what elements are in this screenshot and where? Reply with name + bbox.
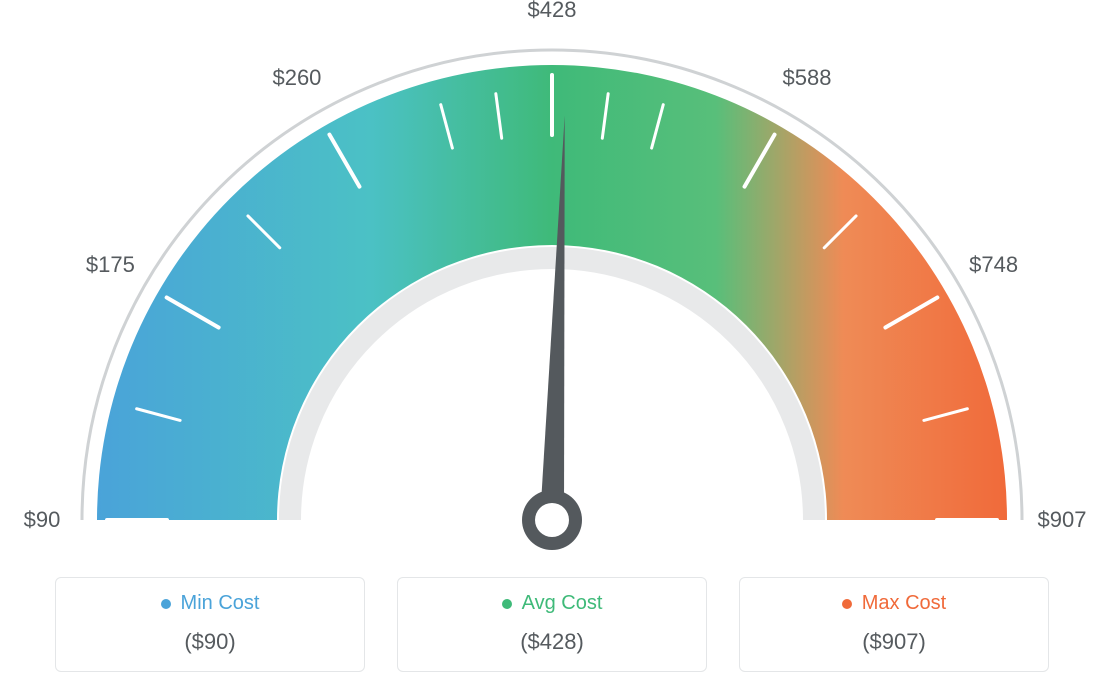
gauge-tick-label: $90 [24, 507, 61, 533]
gauge-tick-label: $907 [1038, 507, 1087, 533]
gauge-svg [0, 0, 1104, 560]
legend-value-avg: ($428) [398, 629, 706, 655]
legend-row: Min Cost ($90) Avg Cost ($428) Max Cost … [0, 577, 1104, 672]
legend-label-min: Min Cost [181, 592, 260, 615]
legend-dot-min [161, 599, 171, 609]
legend-card-min: Min Cost ($90) [55, 577, 365, 672]
legend-dot-avg [502, 599, 512, 609]
gauge-tick-label: $588 [783, 65, 832, 91]
legend-dot-max [842, 599, 852, 609]
legend-label-avg: Avg Cost [522, 592, 603, 615]
legend-card-max: Max Cost ($907) [739, 577, 1049, 672]
gauge-tick-label: $428 [528, 0, 577, 23]
legend-value-min: ($90) [56, 629, 364, 655]
legend-value-max: ($907) [740, 629, 1048, 655]
gauge-tick-label: $260 [272, 65, 321, 91]
legend-title-avg: Avg Cost [502, 592, 603, 615]
legend-title-max: Max Cost [842, 592, 946, 615]
gauge-tick-label: $175 [86, 252, 135, 278]
legend-title-min: Min Cost [161, 592, 260, 615]
legend-label-max: Max Cost [862, 592, 946, 615]
gauge-tick-label: $748 [969, 252, 1018, 278]
legend-card-avg: Avg Cost ($428) [397, 577, 707, 672]
gauge-container: $90 $175 $260 $428 $588 $748 $907 [0, 0, 1104, 560]
